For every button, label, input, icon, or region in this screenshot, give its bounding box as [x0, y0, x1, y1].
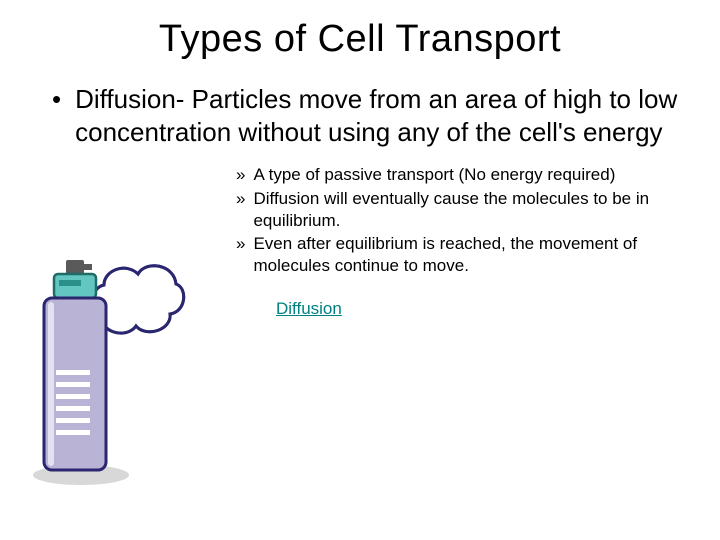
sub-bullet-marker: »: [236, 164, 245, 186]
sub-bullet: » Even after equilibrium is reached, the…: [236, 233, 680, 277]
diffusion-link[interactable]: Diffusion: [276, 299, 342, 319]
sub-bullet-marker: »: [236, 233, 245, 277]
sub-bullet: » Diffusion will eventually cause the mo…: [236, 188, 680, 232]
sub-bullet-list: » A type of passive transport (No energy…: [236, 164, 680, 277]
main-bullet-text: Diffusion- Particles move from an area o…: [75, 83, 680, 148]
sub-bullet-text: Diffusion will eventually cause the mole…: [253, 188, 680, 232]
nozzle-tip: [82, 264, 92, 270]
sub-bullet-text: Even after equilibrium is reached, the m…: [253, 233, 680, 277]
bullet-dot: •: [52, 83, 61, 148]
sub-bullet: » A type of passive transport (No energy…: [236, 164, 680, 186]
nozzle: [66, 260, 84, 274]
slide-title: Types of Cell Transport: [40, 18, 680, 61]
spray-can-body: [44, 298, 106, 470]
sub-bullet-text: A type of passive transport (No energy r…: [253, 164, 680, 186]
spray-can-clipart: [26, 240, 186, 490]
main-bullet: • Diffusion- Particles move from an area…: [52, 83, 680, 148]
spray-cap: [54, 274, 96, 298]
term: Diffusion: [75, 84, 176, 114]
sub-bullet-marker: »: [236, 188, 245, 232]
